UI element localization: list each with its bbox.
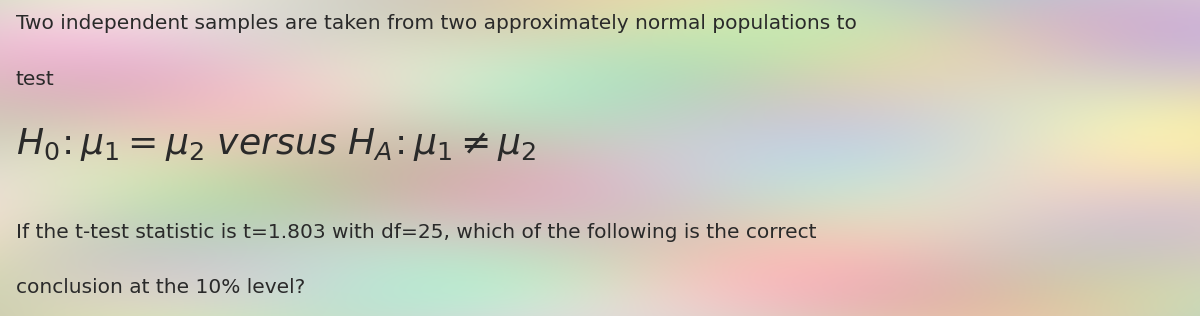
- Text: conclusion at the 10% level?: conclusion at the 10% level?: [16, 278, 305, 297]
- Text: test: test: [16, 70, 54, 88]
- Text: Two independent samples are taken from two approximately normal populations to: Two independent samples are taken from t…: [16, 14, 857, 33]
- Text: If the t-test statistic is t=1.803 with df=25, which of the following is the cor: If the t-test statistic is t=1.803 with …: [16, 223, 816, 242]
- Text: $H_0\!:\mu_1 = \mu_2$$\ \mathit{versus}\ $$H_A\!:\mu_1 \neq \mu_2$: $H_0\!:\mu_1 = \mu_2$$\ \mathit{versus}\…: [16, 126, 536, 163]
